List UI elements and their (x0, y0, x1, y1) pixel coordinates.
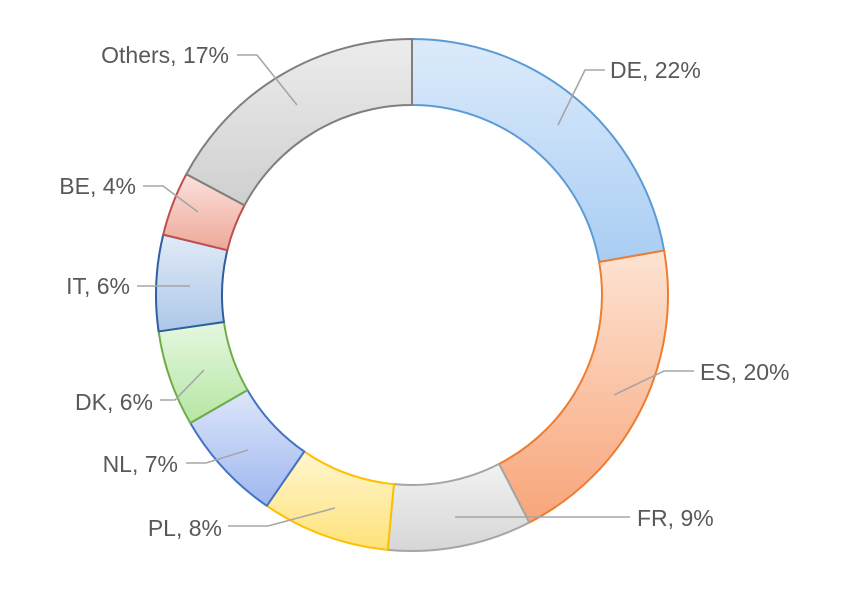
data-label-es: ES, 20% (700, 359, 790, 385)
leader-line-be (143, 185, 199, 213)
data-label-it: IT, 6% (66, 273, 130, 299)
slices-layer (155, 38, 669, 552)
data-label-be: BE, 4% (59, 173, 136, 199)
data-label-others: Others, 17% (101, 42, 229, 68)
data-label-fr: FR, 9% (637, 505, 714, 531)
slice-es (498, 249, 669, 524)
leader-line-dk (160, 369, 205, 401)
slice-it (155, 233, 229, 333)
leader-line-pl (228, 507, 336, 527)
leader-line-nl (186, 449, 249, 464)
data-label-de: DE, 22% (610, 57, 701, 83)
leader-line-de (557, 69, 605, 126)
labels-layer: DE, 22% ES, 20% FR, 9% PL, 8% NL, 7% DK, 6% IT… (59, 42, 789, 541)
leader-lines-layer (137, 54, 694, 527)
data-label-dk: DK, 6% (75, 389, 153, 415)
data-label-nl: NL, 7% (103, 451, 178, 477)
leader-line-others (237, 54, 298, 106)
leader-line-es (613, 370, 694, 396)
data-label-pl: PL, 8% (148, 515, 222, 541)
slice-others (185, 38, 413, 207)
